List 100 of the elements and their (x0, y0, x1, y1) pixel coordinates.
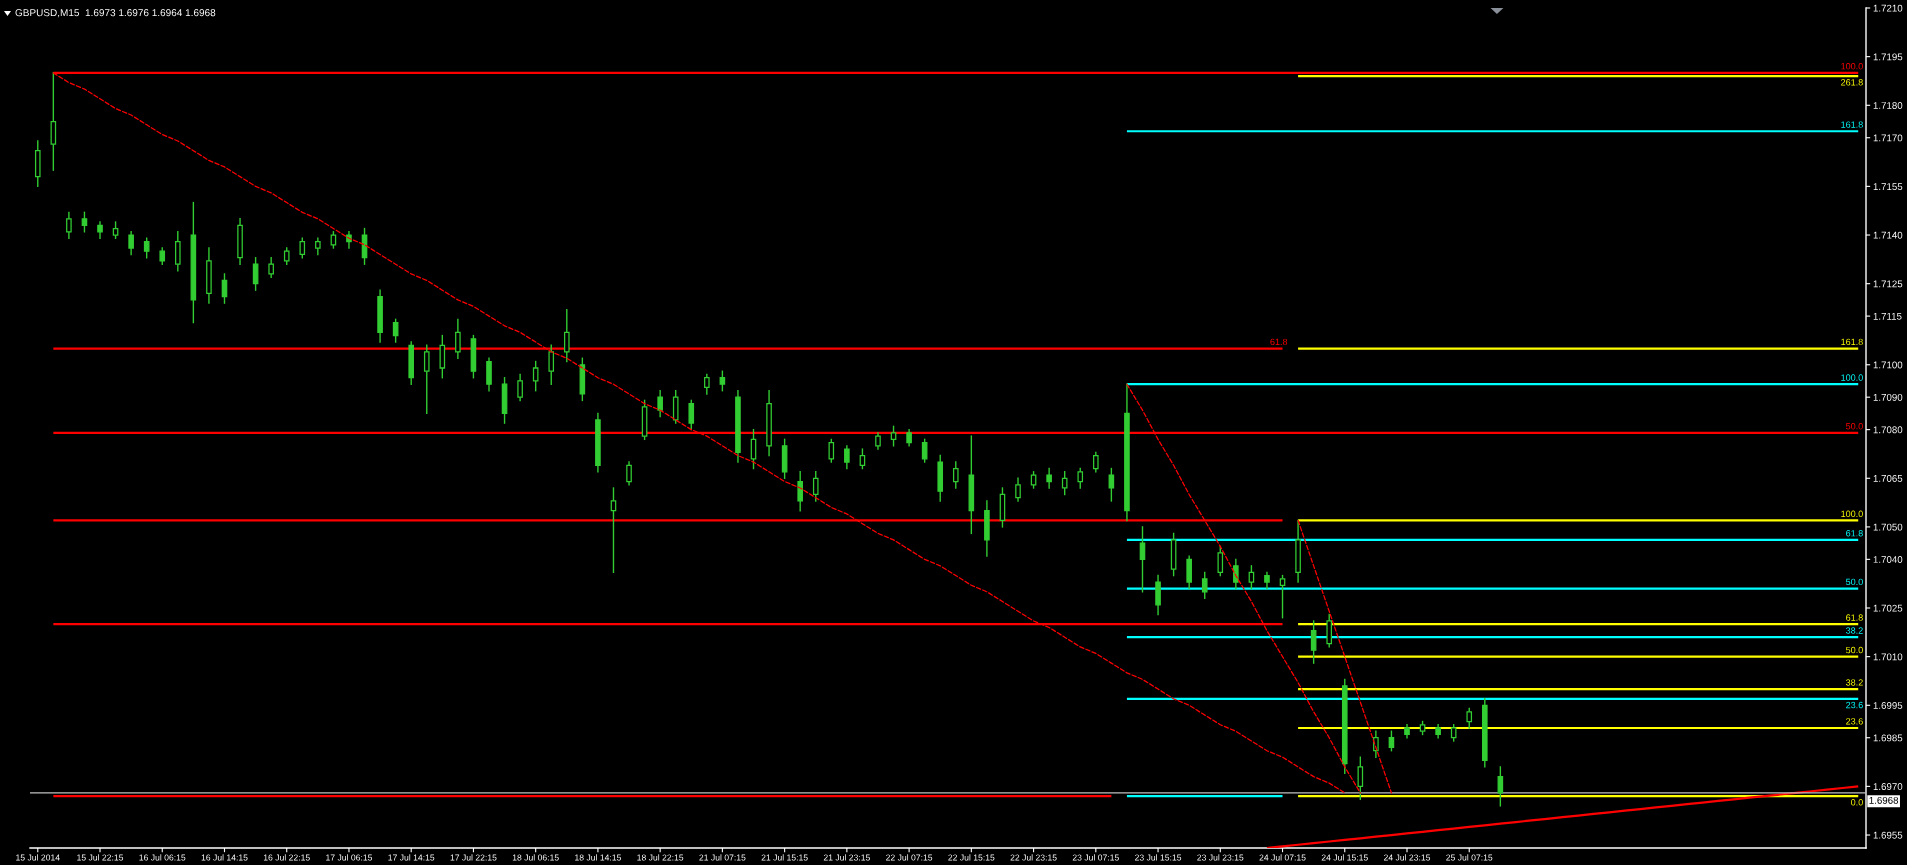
candlestick (797, 471, 803, 512)
candlestick (1093, 451, 1099, 473)
y-tick-label: 1.6985 (1873, 734, 1903, 742)
candlestick (719, 370, 726, 392)
candlestick (1077, 467, 1084, 489)
y-tick-label: 1.7050 (1873, 523, 1903, 531)
candlestick (1186, 555, 1192, 590)
candlestick (844, 445, 850, 470)
candlestick (143, 237, 150, 259)
y-tick-label: 1.7210 (1873, 4, 1903, 12)
x-tick-label: 21 Jul 23:15 (823, 854, 870, 861)
y-tick-label: 1.7125 (1873, 280, 1903, 288)
x-tick-label: 23 Jul 23:15 (1197, 854, 1244, 861)
series-label: 61.8 (1270, 338, 1288, 346)
x-tick-label: 24 Jul 15:15 (1321, 854, 1368, 861)
x-tick-label: 21 Jul 15:15 (761, 854, 808, 861)
series-label: 261.8 (1841, 79, 1863, 86)
candlestick (1046, 467, 1052, 489)
candlestick (97, 221, 103, 239)
x-tick-label: 16 Jul 14:15 (201, 854, 248, 861)
candlestick (563, 308, 570, 363)
candlestick (859, 448, 866, 470)
x-tick-label: 17 Jul 14:15 (388, 854, 435, 861)
candlestick (672, 390, 679, 424)
y-tick-label: 1.7065 (1873, 475, 1903, 482)
x-tick-label: 15 Jul 2014 (16, 854, 60, 861)
candlestick (1155, 574, 1161, 616)
candlestick (704, 373, 710, 395)
series-label: 100.0 (1841, 510, 1863, 517)
candlestick (268, 257, 274, 278)
x-tick-label: 18 Jul 14:15 (575, 854, 622, 861)
series-label: 38.2 (1846, 627, 1863, 634)
candlestick (610, 487, 617, 574)
candlestick (657, 390, 663, 418)
x-tick-label: 18 Jul 22:15 (637, 854, 684, 861)
candlestick (1310, 620, 1317, 664)
x-tick-label: 25 Jul 07:15 (1446, 854, 1493, 861)
candlestick (828, 438, 835, 463)
y-tick-label: 1.7195 (1873, 53, 1903, 61)
line-series (1297, 519, 1393, 794)
x-tick-label: 15 Jul 22:15 (77, 854, 124, 861)
candlestick (532, 360, 539, 392)
x-tick-label: 22 Jul 15:15 (948, 854, 995, 861)
y-tick-label: 1.7080 (1873, 426, 1903, 434)
candlestick (890, 425, 897, 447)
candlestick (626, 461, 632, 486)
x-tick-label: 23 Jul 15:15 (1135, 854, 1182, 861)
candlestick (1248, 565, 1255, 590)
candlestick (1466, 707, 1473, 729)
x-tick-label: 16 Jul 06:15 (139, 854, 186, 861)
candlestick (1217, 545, 1224, 577)
series-label: 23.6 (1846, 718, 1863, 725)
x-tick-label: 22 Jul 07:15 (886, 854, 933, 861)
y-tick-label: 1.6970 (1873, 783, 1903, 790)
candlestick (1139, 526, 1146, 593)
candlestick (812, 471, 819, 502)
series-label: 161.8 (1841, 121, 1863, 128)
y-tick-label: 1.7040 (1873, 556, 1903, 563)
candlestick (50, 72, 57, 171)
y-tick-label: 1.7025 (1873, 604, 1903, 612)
x-tick-label: 21 Jul 07:15 (699, 854, 746, 861)
candlestick (175, 231, 181, 272)
candlestick (439, 334, 446, 379)
candlestick (1497, 766, 1504, 807)
candlestick (1015, 477, 1021, 502)
x-tick-label: 16 Jul 22:15 (263, 854, 310, 861)
series-label: 23.6 (1846, 701, 1863, 709)
series-label: 100.0 (1841, 63, 1863, 70)
candlestick (455, 318, 461, 359)
y-tick-label: 1.7170 (1873, 134, 1903, 142)
series-label: 38.2 (1846, 679, 1863, 686)
series-label: 50.0 (1846, 578, 1863, 586)
series-label: 0.0 (1851, 799, 1863, 806)
y-tick-label: 1.7155 (1873, 183, 1903, 190)
chart-title: GBPUSD,M15 1.6973 1.6976 1.6964 1.6968 (15, 9, 216, 18)
y-tick-label: 1.6995 (1873, 702, 1903, 709)
x-tick-label: 24 Jul 23:15 (1383, 854, 1431, 861)
y-tick-label: 1.7090 (1873, 393, 1903, 401)
ref-line-label: 1.6968 (1869, 796, 1899, 804)
candlestick (688, 399, 695, 431)
y-tick-label: 1.7010 (1873, 653, 1903, 661)
candlestick (517, 373, 523, 402)
y-tick-label: 1.7180 (1873, 102, 1903, 109)
y-tick-label: 1.6955 (1873, 831, 1903, 839)
candlestick (66, 211, 72, 239)
candlestick (1279, 574, 1286, 619)
x-tick-label: 24 Jul 07:15 (1259, 854, 1306, 861)
candlestick (1061, 471, 1068, 496)
series-label: 161.8 (1841, 338, 1863, 346)
candlestick (1108, 467, 1115, 502)
series-label: 61.8 (1846, 614, 1863, 621)
x-tick-label: 22 Jul 23:15 (1010, 854, 1057, 861)
candlestick (1326, 613, 1333, 648)
x-tick-label: 17 Jul 06:15 (326, 854, 373, 861)
candlestick (423, 344, 430, 415)
candlestick (1201, 571, 1208, 599)
series-label: 50.0 (1846, 423, 1863, 430)
candlestick (1357, 756, 1364, 801)
candlestick (81, 211, 88, 233)
x-tick-label: 23 Jul 07:15 (1072, 854, 1119, 861)
